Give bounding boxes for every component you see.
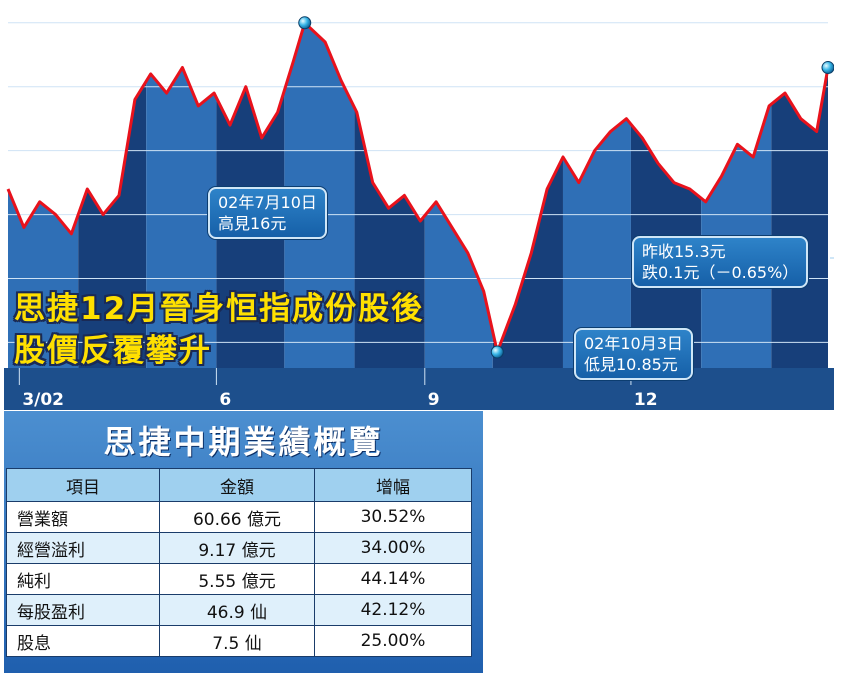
table-row: 純利 5.55 億元 44.14% [6,563,472,595]
close-callout-line2: 跌0.1元（－0.65%） [642,263,799,282]
x-tick-label: 9 [428,390,440,410]
annotation-markers [298,16,834,359]
header-item: 項目 [6,468,160,502]
row-amount: 46.9 仙 [159,594,315,626]
summary-header-row: 項目 金額 增幅 [6,468,472,502]
high-callout-text: 高見16元 [218,214,287,233]
row-amount: 60.66 億元 [159,501,315,533]
row-growth: 25.00% [314,625,472,657]
row-growth: 30.52% [314,501,472,533]
row-item: 純利 [6,563,160,595]
row-item: 每股盈利 [6,594,160,626]
row-growth: 44.14% [314,563,472,595]
table-row: 股息 7.5 仙 25.00% [6,625,472,657]
row-item: 經營溢利 [6,532,160,564]
header-growth: 增幅 [314,468,472,502]
low-callout-date: 02年10月3日 [584,334,683,353]
low-callout: 02年10月3日 低見10.85元 [574,328,693,380]
row-item: 股息 [6,625,160,657]
high-marker [298,16,312,30]
row-growth: 42.12% [314,594,472,626]
headline-line-1: 思捷12月晉身恒指成份股後 [14,291,425,327]
row-amount: 7.5 仙 [159,625,315,657]
x-axis-band [4,368,834,410]
high-callout: 02年7月10日 高見16元 [208,187,327,239]
stock-chart-svg: 3/02 6 9 12 [4,0,834,410]
stock-chart: 3/02 6 9 12 思捷12月晉身恒指成份股後 股價反覆攀升 02年7月10日 高… [4,0,834,410]
row-growth: 34.00% [314,532,472,564]
x-axis-ticks: 3/02 6 9 12 [18,368,658,410]
table-row: 營業額 60.66 億元 30.52% [6,501,472,533]
x-tick-label: 3/02 [22,390,64,410]
x-tick-label: 12 [634,390,658,410]
high-callout-date: 02年7月10日 [218,193,317,212]
row-amount: 5.55 億元 [159,563,315,595]
close-marker [821,61,834,75]
row-item: 營業額 [6,501,160,533]
summary-table: 項目 金額 增幅 營業額 60.66 億元 30.52% 經營溢利 9.17 億… [6,468,472,657]
summary-title: 思捷中期業績概覽 [103,423,384,461]
low-callout-text: 低見10.85元 [584,355,678,374]
low-marker [490,345,504,359]
table-row: 每股盈利 46.9 仙 42.12% [6,594,472,626]
row-amount: 9.17 億元 [159,532,315,564]
header-amount: 金額 [159,468,315,502]
price-line [6,21,830,354]
x-tick-label: 6 [219,390,231,410]
close-callout: 昨收15.3元 跌0.1元（－0.65%） [632,236,809,288]
close-callout-line1: 昨收15.3元 [642,242,726,261]
headline-line-2: 股價反覆攀升 [14,333,212,369]
table-row: 經營溢利 9.17 億元 34.00% [6,532,472,564]
